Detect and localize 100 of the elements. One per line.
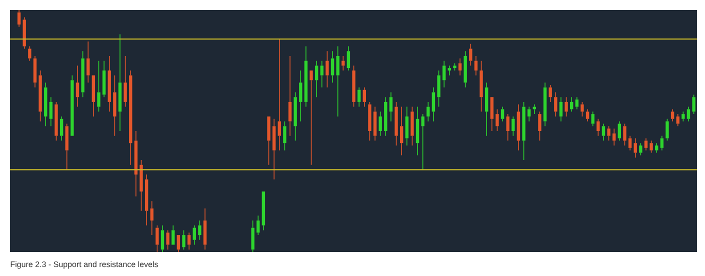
candlestick	[124, 56, 127, 108]
candlestick	[134, 130, 138, 197]
candlestick	[192, 224, 196, 246]
candlestick	[464, 50, 467, 88]
candlestick	[86, 41, 90, 83]
candlestick	[405, 106, 408, 146]
candlestick	[655, 142, 658, 154]
candlestick	[17, 10, 21, 28]
candlestick	[156, 224, 159, 252]
candlestick	[272, 118, 276, 180]
candlestick	[267, 116, 270, 166]
candlestick	[564, 96, 568, 117]
candlestick	[49, 96, 53, 127]
candlestick	[448, 65, 451, 76]
candlestick	[346, 46, 350, 71]
candlestick	[384, 96, 388, 136]
candlestick	[44, 82, 48, 127]
candlestick	[378, 111, 382, 136]
candlestick	[362, 87, 366, 108]
candlestick	[389, 92, 393, 122]
candlestick	[97, 60, 100, 112]
candlestick	[586, 108, 590, 122]
candlestick	[283, 120, 286, 151]
candlestick	[373, 106, 377, 142]
candlestick	[198, 220, 202, 240]
candlestick	[516, 104, 520, 151]
candlestick	[410, 106, 414, 146]
candlestick	[76, 65, 80, 108]
candlestick	[278, 38, 281, 151]
candlestick	[670, 108, 674, 122]
candlestick	[60, 116, 64, 142]
candlestick	[129, 70, 132, 166]
candlestick	[522, 102, 526, 160]
candlestick	[416, 106, 420, 156]
candlestick	[172, 224, 175, 245]
candlestick	[496, 108, 499, 132]
candlestick	[421, 114, 424, 170]
candlestick	[187, 232, 191, 250]
candlestick	[506, 114, 510, 142]
candlestick	[591, 111, 594, 127]
candlestick	[559, 96, 563, 122]
candlestick	[150, 200, 154, 236]
candlestick	[352, 65, 356, 108]
candlestick	[575, 96, 579, 110]
candlestick	[176, 235, 180, 252]
candlestick	[314, 60, 318, 98]
candlestick	[442, 60, 446, 88]
candlestick	[357, 87, 361, 108]
candlestick	[437, 70, 440, 108]
candlestick	[251, 220, 254, 252]
candlestick	[543, 82, 547, 127]
caption: Figure 2.3 - Support and resistance levels	[10, 261, 158, 269]
candlestick	[65, 123, 68, 170]
candlestick	[288, 56, 292, 136]
candlestick	[490, 97, 494, 132]
candlestick	[660, 135, 664, 151]
candlestick	[484, 82, 488, 136]
candlestick	[108, 56, 111, 112]
candlestick	[676, 114, 680, 127]
candlestick	[310, 70, 313, 166]
candlestick	[330, 50, 334, 83]
candlestick	[612, 128, 616, 146]
candlestick	[480, 60, 483, 112]
candlestick	[38, 70, 42, 122]
candlestick	[628, 135, 632, 151]
candlestick	[394, 102, 398, 146]
candlestick	[113, 74, 116, 136]
candlestick	[33, 56, 37, 88]
candlestick	[528, 106, 531, 122]
candlestick	[140, 160, 143, 212]
candlestick	[203, 208, 207, 250]
candlestick	[336, 46, 340, 117]
candlestick	[686, 106, 690, 122]
candlestick	[320, 60, 324, 88]
candlestick	[500, 106, 504, 122]
candlestick	[469, 43, 472, 66]
candlestick	[160, 224, 164, 252]
candlestick	[92, 75, 96, 117]
candlestick	[299, 70, 302, 122]
candlestick	[432, 87, 436, 122]
candlestick	[474, 56, 478, 76]
candlestick	[118, 34, 122, 132]
candlestick	[554, 92, 558, 117]
candlestick	[256, 215, 260, 236]
candlestick	[602, 123, 606, 142]
candlestick	[294, 92, 297, 142]
candlestick	[458, 58, 462, 76]
candlestick	[102, 60, 106, 98]
candlestick	[304, 46, 308, 108]
candlestick	[634, 138, 637, 158]
candlestick	[426, 102, 430, 122]
candlestick	[22, 16, 26, 50]
candlestick	[262, 191, 266, 231]
candlestick	[570, 96, 574, 112]
candlestick	[538, 111, 542, 142]
candlestick	[144, 174, 148, 226]
candlestick	[81, 50, 84, 98]
candlestick	[368, 102, 372, 142]
candlestick	[644, 138, 648, 151]
candlestick	[618, 120, 622, 142]
